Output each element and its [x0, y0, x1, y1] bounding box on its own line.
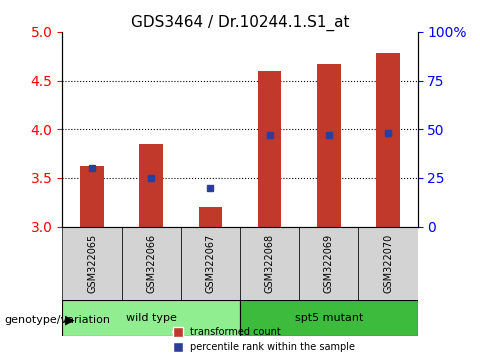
FancyBboxPatch shape: [121, 227, 181, 300]
Title: GDS3464 / Dr.10244.1.S1_at: GDS3464 / Dr.10244.1.S1_at: [131, 14, 349, 30]
FancyBboxPatch shape: [359, 227, 418, 300]
Text: genotype/variation: genotype/variation: [5, 315, 111, 325]
Text: ▶: ▶: [65, 314, 74, 327]
Text: GSM322069: GSM322069: [324, 234, 334, 293]
Bar: [317, 64, 341, 227]
FancyBboxPatch shape: [62, 300, 240, 336]
Bar: [376, 53, 400, 227]
Bar: [80, 166, 104, 227]
Text: GSM322065: GSM322065: [87, 234, 97, 293]
Text: spt5 mutant: spt5 mutant: [295, 313, 363, 323]
Text: GSM322068: GSM322068: [264, 234, 275, 293]
FancyBboxPatch shape: [240, 300, 418, 336]
Text: GSM322067: GSM322067: [205, 234, 216, 293]
FancyBboxPatch shape: [62, 227, 121, 300]
Text: wild type: wild type: [126, 313, 177, 323]
Text: GSM322066: GSM322066: [146, 234, 156, 293]
Legend: transformed count, percentile rank within the sample: transformed count, percentile rank withi…: [169, 324, 359, 354]
FancyBboxPatch shape: [240, 227, 299, 300]
Bar: [199, 207, 222, 227]
FancyBboxPatch shape: [299, 227, 359, 300]
Text: GSM322070: GSM322070: [383, 234, 393, 293]
Bar: [139, 144, 163, 227]
Bar: [258, 71, 281, 227]
FancyBboxPatch shape: [181, 227, 240, 300]
